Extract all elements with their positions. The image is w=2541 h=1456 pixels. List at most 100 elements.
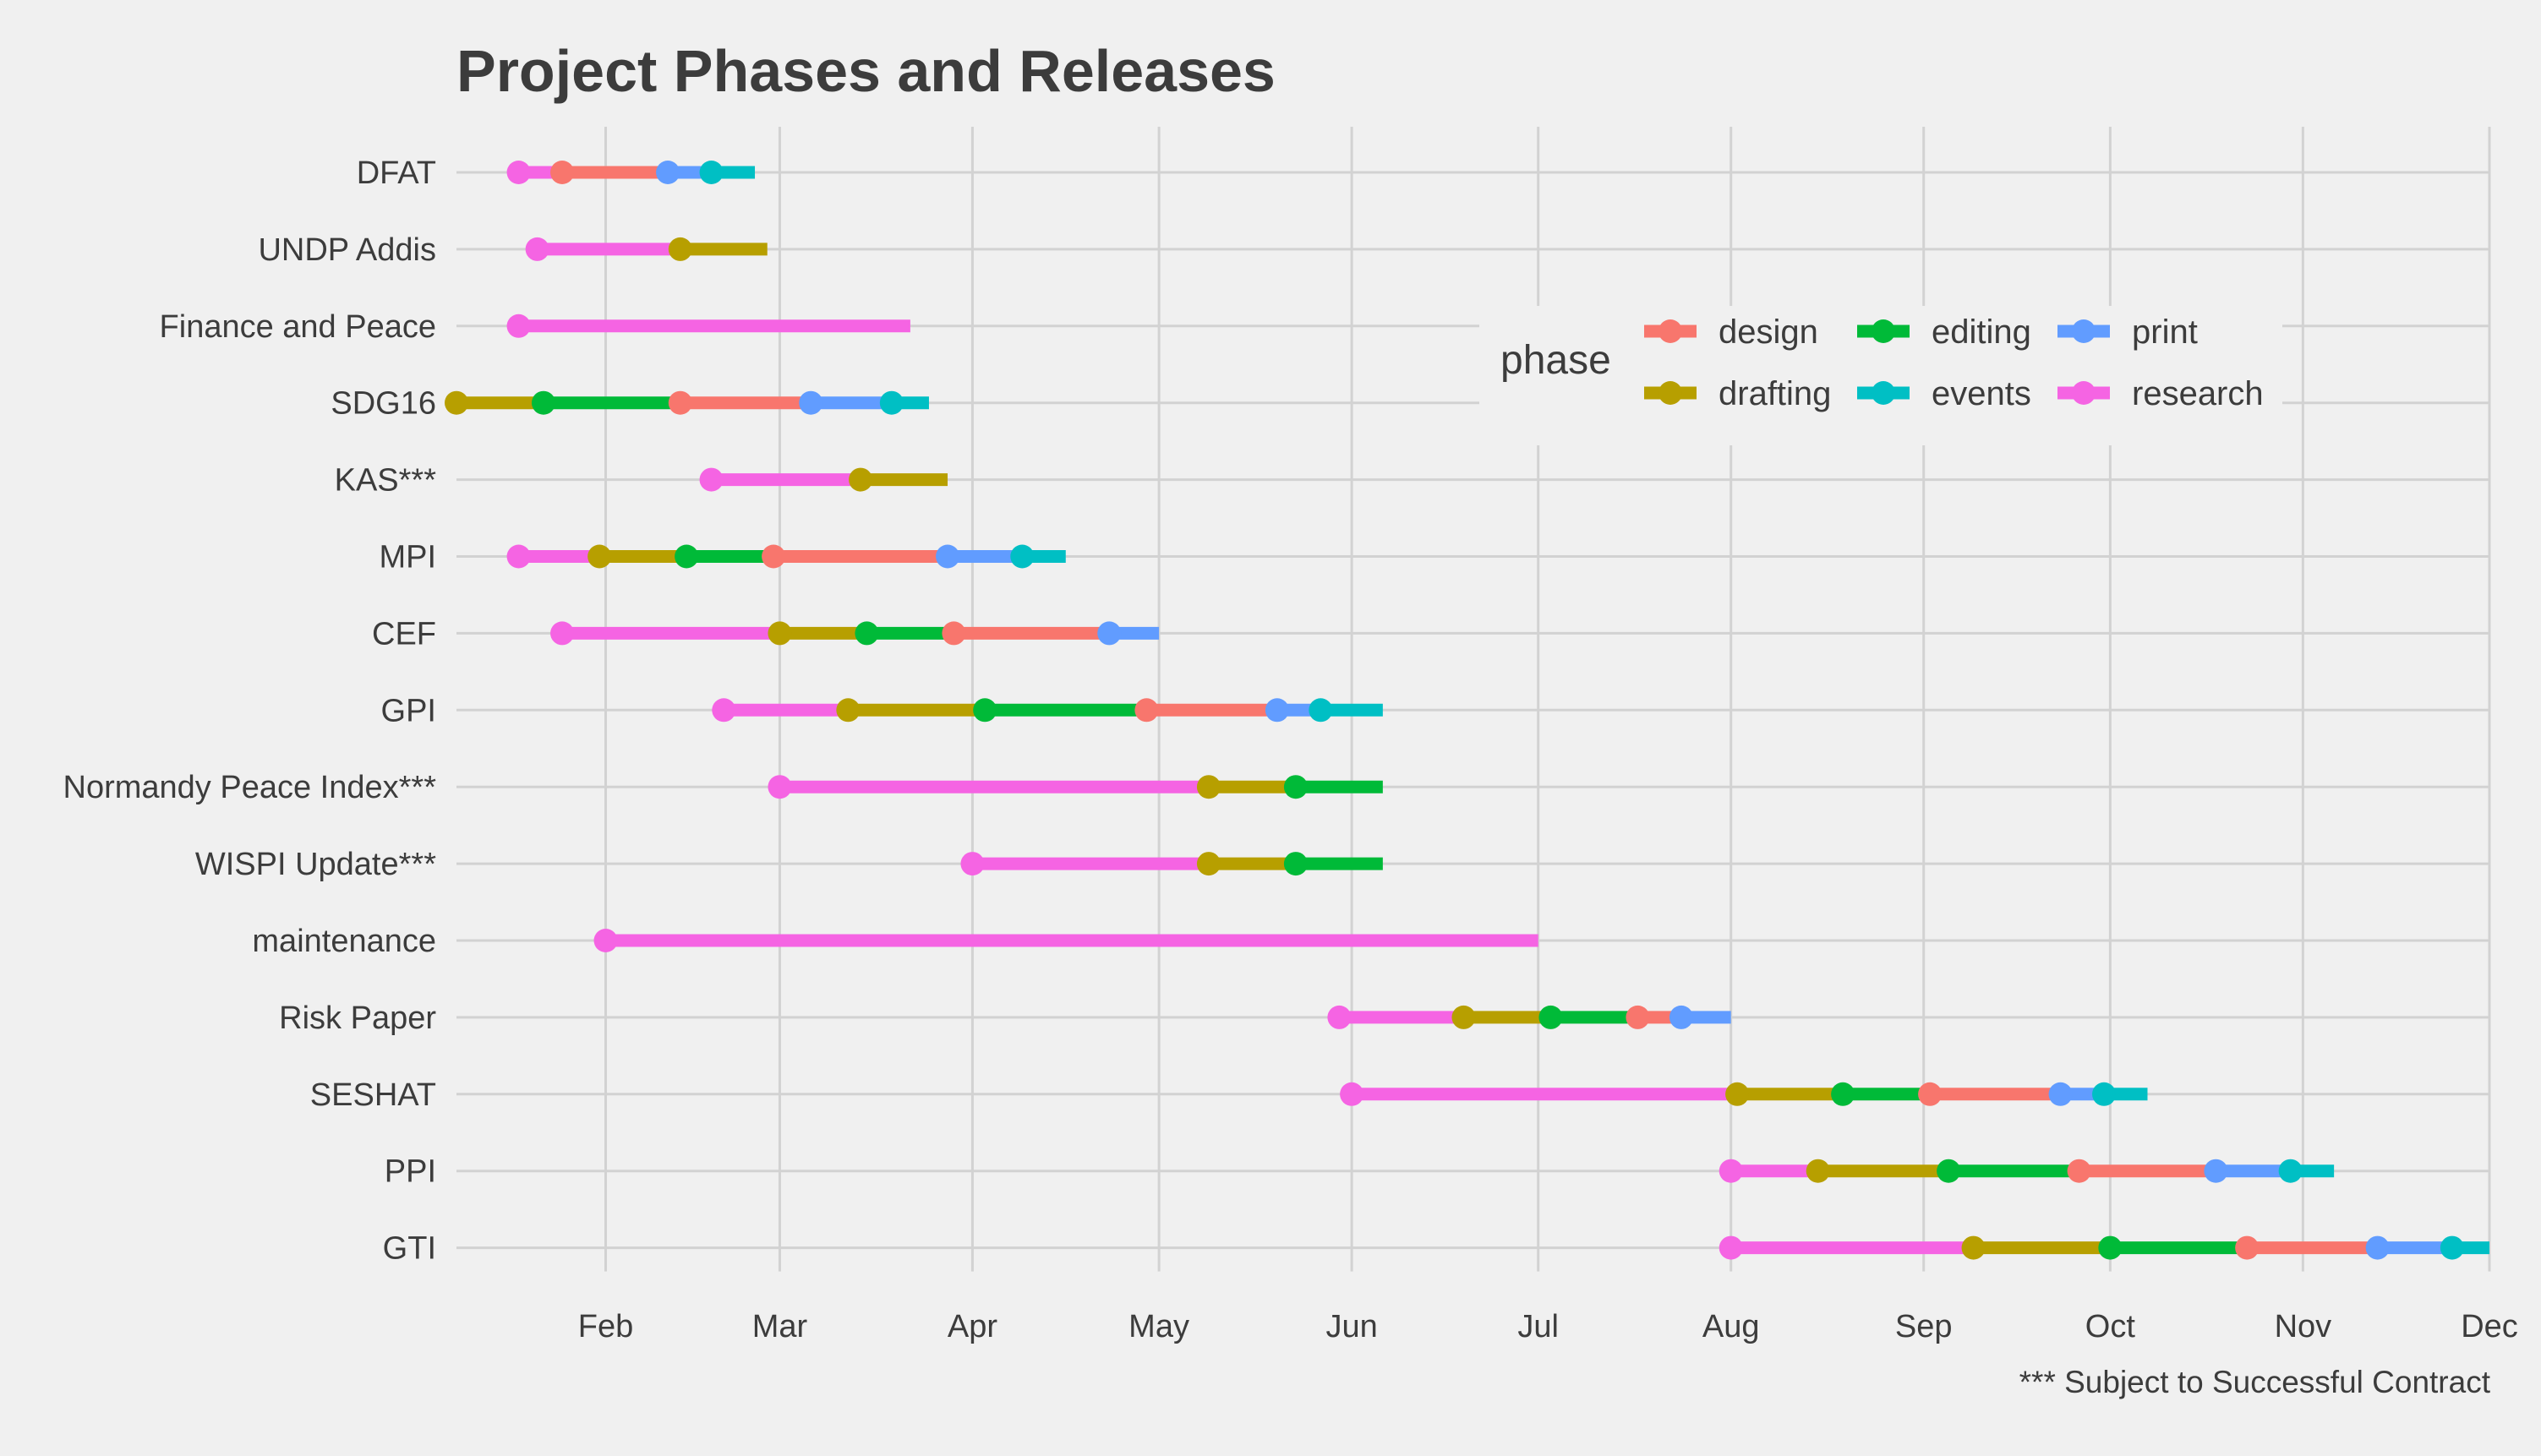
- y-tick-label: KAS***: [335, 463, 437, 499]
- legend-label: print: [2132, 314, 2198, 351]
- phase-point-design: [550, 161, 575, 184]
- phase-point-research: [1340, 1082, 1364, 1106]
- phase-point-drafting: [768, 621, 792, 646]
- legend-key-point: [2072, 381, 2096, 405]
- y-tick-label: Normandy Peace Index***: [63, 770, 437, 805]
- phase-point-drafting: [1196, 852, 1221, 876]
- phase-point-events: [2440, 1235, 2464, 1260]
- x-tick-label: Jul: [1517, 1309, 1559, 1344]
- phase-point-drafting: [668, 237, 692, 261]
- legend-key-point: [1658, 381, 1682, 405]
- y-tick-label: PPI: [385, 1154, 436, 1190]
- phase-point-events: [1309, 698, 1333, 723]
- phase-point-drafting: [849, 467, 873, 492]
- phase-point-drafting: [445, 390, 468, 415]
- phase-point-research: [1719, 1159, 1743, 1183]
- legend: phase design drafting editing events print re…: [1479, 306, 2282, 445]
- phase-point-print: [1097, 621, 1122, 646]
- phase-point-print: [799, 390, 823, 415]
- phase-point-drafting: [1806, 1159, 1830, 1183]
- phase-point-research: [768, 775, 792, 799]
- x-tick-label: Mar: [752, 1309, 808, 1344]
- phase-point-research: [1327, 1005, 1352, 1029]
- phase-point-drafting: [587, 544, 612, 569]
- y-tick-label: CEF: [372, 616, 436, 652]
- x-tick-label: Oct: [2085, 1309, 2136, 1344]
- phase-point-drafting: [1725, 1082, 1750, 1106]
- legend-label: editing: [1932, 314, 2031, 351]
- phase-point-events: [699, 161, 724, 184]
- phase-point-design: [1918, 1082, 1943, 1106]
- phase-point-print: [2365, 1235, 2390, 1260]
- y-tick-label: SDG16: [331, 386, 436, 422]
- phase-point-research: [699, 467, 724, 492]
- phase-point-design: [1626, 1005, 1650, 1029]
- phase-point-editing: [2098, 1235, 2123, 1260]
- legend-label: research: [2132, 375, 2264, 412]
- phase-point-editing: [1283, 775, 1308, 799]
- phase-point-editing: [855, 621, 879, 646]
- phase-point-print: [936, 544, 960, 569]
- phase-points: [445, 161, 2464, 1260]
- chart-title: Project Phases and Releases: [456, 38, 1276, 104]
- phase-point-research: [712, 698, 736, 723]
- legend-label: events: [1932, 375, 2031, 412]
- y-tick-label: maintenance: [252, 924, 436, 959]
- phase-point-research: [1719, 1235, 1743, 1260]
- phase-point-design: [2067, 1159, 2091, 1183]
- legend-key-point: [1658, 319, 1682, 343]
- phase-point-events: [879, 390, 904, 415]
- x-tick-label: Sep: [1895, 1309, 1953, 1344]
- y-tick-label: Finance and Peace: [160, 309, 436, 345]
- y-tick-label: SESHAT: [310, 1077, 436, 1113]
- phase-point-editing: [1538, 1005, 1563, 1029]
- legend-label: design: [1719, 314, 1818, 351]
- phase-point-research: [506, 314, 531, 338]
- legend-title: phase: [1500, 338, 1611, 383]
- x-axis-labels: Feb Mar Apr May Jun Jul Aug Sep Oct Nov Dec: [578, 1309, 2518, 1344]
- phase-point-print: [2204, 1159, 2228, 1183]
- phase-point-editing: [531, 390, 555, 415]
- phase-point-editing: [675, 544, 699, 569]
- y-tick-label: UNDP Addis: [258, 232, 436, 268]
- phase-point-design: [1134, 698, 1159, 723]
- phase-point-editing: [1937, 1159, 1961, 1183]
- x-tick-label: Apr: [948, 1309, 997, 1344]
- phase-point-research: [960, 852, 985, 876]
- phase-point-design: [2235, 1235, 2260, 1260]
- y-tick-label: MPI: [379, 540, 436, 575]
- y-axis-labels: DFAT UNDP Addis Finance and Peace SDG16 KAS*…: [63, 155, 437, 1267]
- phase-point-events: [2092, 1082, 2117, 1106]
- legend-key-point: [1872, 381, 1895, 405]
- x-tick-label: Aug: [1702, 1309, 1760, 1344]
- x-tick-label: Jun: [1325, 1309, 1377, 1344]
- legend-label: drafting: [1719, 375, 1831, 412]
- phase-point-design: [668, 390, 692, 415]
- phase-segments: [456, 166, 2489, 1255]
- phase-point-research: [506, 544, 531, 569]
- phase-point-events: [2278, 1159, 2303, 1183]
- y-tick-label: WISPI Update***: [195, 847, 436, 882]
- x-tick-label: May: [1128, 1309, 1189, 1344]
- y-tick-label: GTI: [383, 1231, 436, 1267]
- legend-key-point: [2072, 319, 2096, 343]
- phase-point-drafting: [1961, 1235, 1986, 1260]
- phase-point-design: [942, 621, 966, 646]
- phase-point-research: [550, 621, 575, 646]
- y-tick-label: Risk Paper: [279, 1001, 436, 1036]
- phase-point-research: [525, 237, 549, 261]
- phase-point-editing: [1831, 1082, 1855, 1106]
- phase-point-research: [593, 929, 618, 952]
- x-tick-label: Feb: [578, 1309, 633, 1344]
- phase-point-research: [506, 161, 531, 184]
- phase-point-design: [762, 544, 786, 569]
- phase-point-print: [2048, 1082, 2073, 1106]
- phase-point-editing: [973, 698, 997, 723]
- phase-point-print: [1669, 1005, 1693, 1029]
- phase-point-editing: [1283, 852, 1308, 876]
- chart-caption: *** Subject to Successful Contract: [2019, 1365, 2491, 1399]
- phase-point-drafting: [836, 698, 861, 723]
- x-tick-label: Dec: [2461, 1309, 2518, 1344]
